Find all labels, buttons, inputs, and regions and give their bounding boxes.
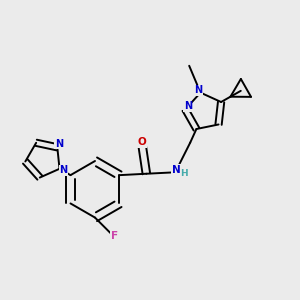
Text: F: F xyxy=(111,231,118,241)
Text: H: H xyxy=(180,169,188,178)
Text: N: N xyxy=(172,165,181,175)
Text: O: O xyxy=(138,137,146,147)
Text: N: N xyxy=(59,165,68,176)
Text: N: N xyxy=(194,85,202,95)
Text: N: N xyxy=(55,139,63,148)
Text: N: N xyxy=(184,101,192,111)
